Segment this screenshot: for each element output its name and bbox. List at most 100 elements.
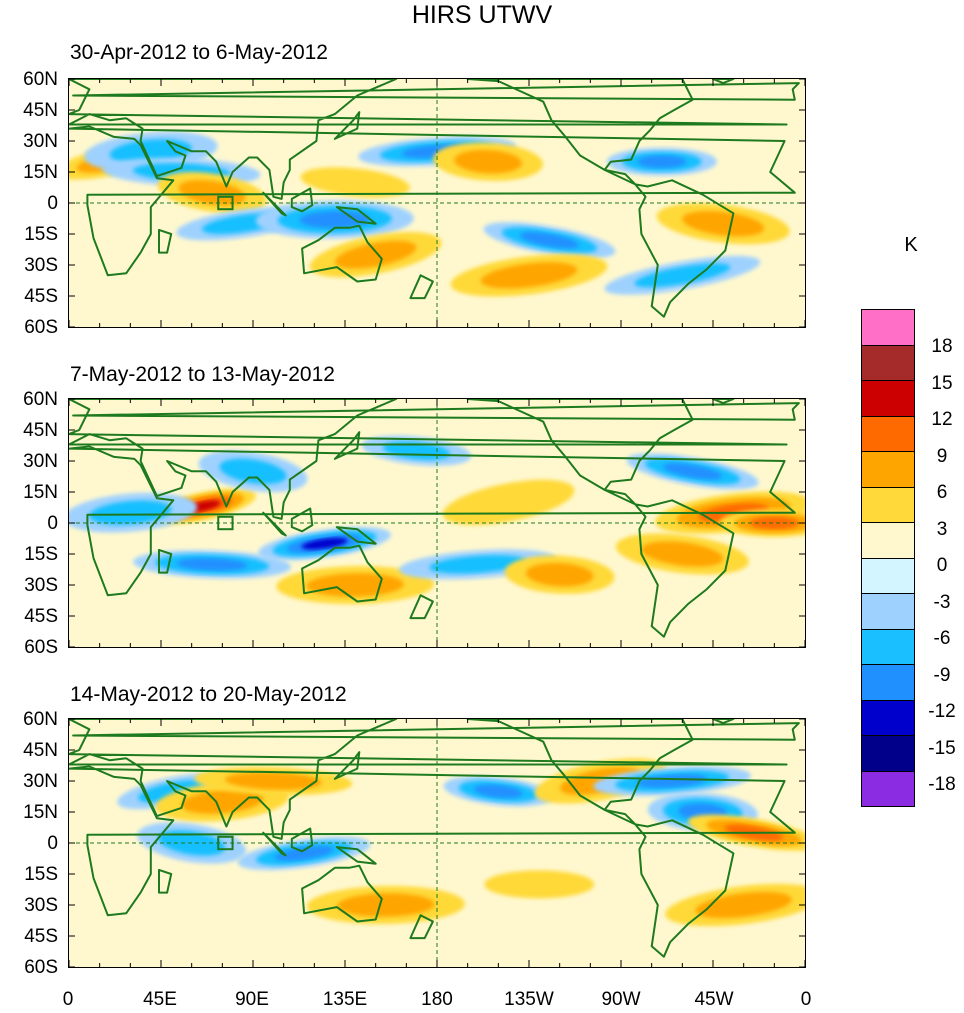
colorbar-label-3: 3 [936,519,948,540]
anomaly-contour [641,541,724,567]
anomaly-blob [483,222,616,259]
anomaly-contour [484,870,595,899]
panel-1-lat-15s: 15S [24,224,58,245]
colorbar-unit: K [904,234,918,256]
coastline [69,765,796,917]
anomaly-contour [299,211,370,228]
panel-1-lat-60s: 60S [24,317,58,338]
colorbar-box [861,344,915,381]
colorbar-box [861,451,915,488]
coastline [409,274,434,300]
coastline [301,544,383,603]
figure-title: HIRS UTWV [411,1,553,29]
panel-3-lat-30s: 30S [24,895,58,916]
panel-3-title: 14-May-2012 to 20-May-2012 [70,683,347,706]
panel-1-title: 30-Apr-2012 to 6-May-2012 [70,41,328,64]
lon-tick-135w: 135W [504,989,554,1010]
colorbar-box [861,380,915,417]
panel-1-svg [69,79,805,327]
anomaly-blob [442,479,575,525]
coastline [69,125,796,277]
anomaly-contour [637,155,687,168]
anomaly-contour [454,149,522,174]
colorbar-label-6: 6 [936,482,948,503]
coastline [335,846,377,865]
anomaly-blob [593,765,751,797]
anomaly-blob [276,565,435,605]
coastline [262,191,287,217]
panel-1-lat-30n: 30N [23,131,58,152]
colorbar-box [861,593,915,630]
anomaly-blob [504,555,615,594]
coastline [72,722,800,741]
colorbar-box [861,522,915,559]
anomaly-contour [178,179,246,206]
colorbar-label-0: 0 [936,555,948,576]
colorbar-box [861,557,915,594]
panel-1-lat-0: 0 [47,193,58,214]
panel-3-svg [69,719,805,967]
colorbar [861,309,915,807]
coastline [335,206,377,225]
coastline [69,719,788,840]
anomaly-blob [361,435,472,466]
lon-tick-90e: 90E [235,989,269,1010]
anomaly-contour [663,463,722,480]
anomaly-blob [484,870,595,899]
anomaly-contour [177,557,248,571]
anomaly-blob [615,533,749,575]
coastline [603,808,735,958]
anomaly-blob [133,550,292,579]
coastline [72,402,800,421]
colorbar-box [861,415,915,452]
anomaly-blob [606,147,717,176]
anomaly-contour [429,555,527,574]
anomaly-blob [450,254,608,297]
panel-2-lat-45n: 45N [23,420,58,441]
lon-tick-0-end: 0 [800,989,812,1010]
colorbar-box [861,699,915,736]
panel-2-lat-60n: 60N [23,389,58,410]
panel-3-lat-30n: 30N [23,771,58,792]
coastline [301,224,383,283]
lon-tick-45w: 45W [694,989,734,1010]
lon-tick-0: 0 [62,989,74,1010]
colorbar-label-m18: -18 [928,774,956,795]
coastline [603,168,735,318]
coastline [466,399,694,491]
anomaly-contour [335,240,417,269]
anomaly-blob [604,255,761,295]
coastline [158,548,173,574]
lon-tick-45e: 45E [143,989,177,1010]
anomaly-blob [255,200,414,239]
panel-3-map [68,718,806,968]
panel-2-title: 7-May-2012 to 13-May-2012 [70,363,335,386]
anomaly-contour [480,262,578,289]
anomaly-contour [224,772,323,790]
panel-1-lat-30s: 30S [24,255,58,276]
coastline [712,79,735,85]
panel-3-lat-0: 0 [47,833,58,854]
coastline [301,864,383,923]
colorbar-label-m12: -12 [928,701,956,722]
colorbar-label-m15: -15 [928,738,956,759]
panel-2-lat-0: 0 [47,513,58,534]
colorbar-box [861,735,915,772]
anomaly-blob [306,885,465,925]
coastline [603,488,735,638]
colorbar-label-15: 15 [931,373,953,394]
anomaly-blob [300,167,410,198]
colorbar-box [861,486,915,523]
colorbar-label-9: 9 [936,446,948,467]
coastline [72,82,800,101]
panel-1-lat-45n: 45N [23,100,58,121]
anomaly-blob [626,453,759,490]
anomaly-contour [520,232,579,249]
coastline [712,399,735,405]
coastline [158,228,173,254]
coastline [333,111,361,140]
panel-3-lat-60s: 60S [24,957,58,978]
coastline [290,187,314,213]
lon-tick-90w: 90W [601,989,641,1010]
coastline [69,79,788,200]
